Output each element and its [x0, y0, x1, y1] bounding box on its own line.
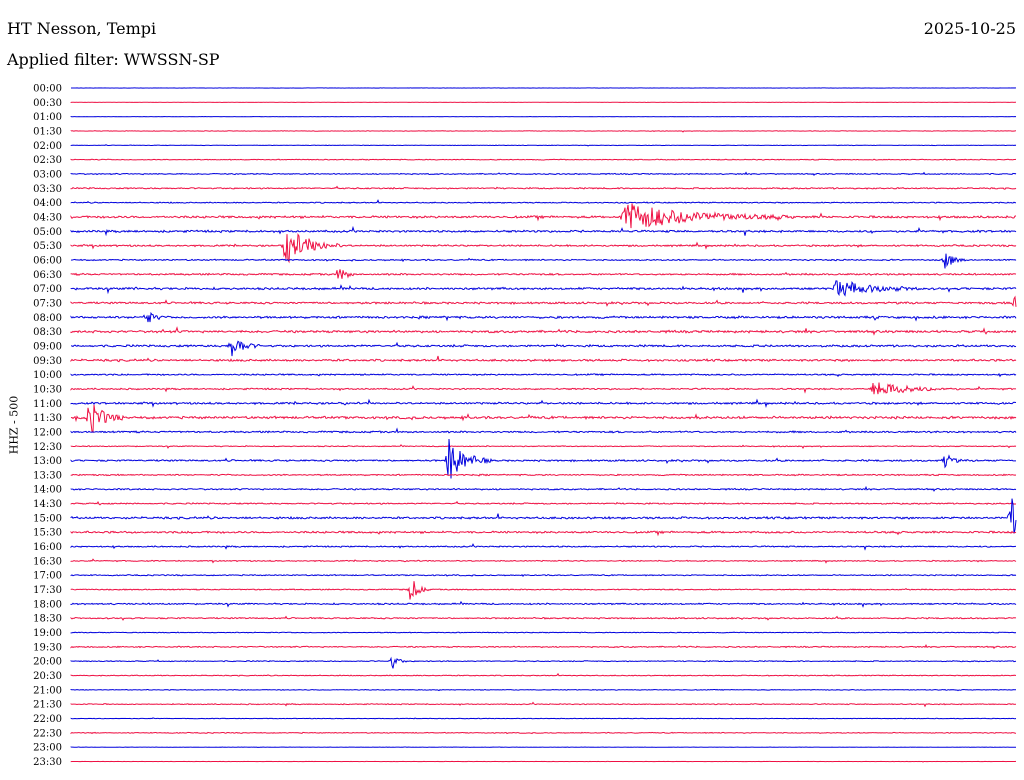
- trace-line-1130: [70, 404, 1017, 434]
- time-tick-label: 21:00: [33, 685, 62, 696]
- station-title: HT Nesson, Tempi: [7, 19, 157, 38]
- trace-line-1430: [70, 500, 1017, 506]
- trace-line-0500: [70, 225, 1017, 237]
- trace-line-0300: [70, 171, 1017, 177]
- trace-line-2330: [70, 760, 1017, 763]
- trace-line-0700: [70, 280, 1017, 297]
- trace-line-2000: [70, 656, 1017, 669]
- time-tick-label: 14:30: [33, 499, 62, 510]
- trace-line-0430: [70, 203, 1017, 229]
- trace-line-1930: [70, 644, 1017, 650]
- trace-line-0230: [70, 158, 1017, 161]
- filter-label: Applied filter: WWSSN-SP: [7, 50, 220, 69]
- time-tick-label: 13:30: [33, 470, 62, 481]
- trace-line-1400: [70, 485, 1017, 492]
- time-tick-label: 06:00: [33, 255, 62, 266]
- time-tick-label: 00:00: [33, 84, 62, 95]
- time-tick-label: 18:00: [33, 599, 62, 610]
- trace-line-1530: [70, 530, 1017, 537]
- time-tick-label: 17:00: [33, 571, 62, 582]
- time-tick-label: 07:30: [33, 298, 62, 309]
- time-tick-label: 11:00: [33, 399, 62, 410]
- time-tick-label: 18:30: [33, 614, 62, 625]
- trace-line-1030: [70, 382, 1017, 395]
- time-tick-label: 10:00: [33, 370, 62, 381]
- trace-line-0630: [70, 269, 1017, 279]
- trace-line-1730: [70, 581, 1017, 600]
- time-tick-label: 12:30: [33, 442, 62, 453]
- trace-line-0730: [70, 295, 1017, 307]
- time-tick-label: 19:00: [33, 628, 62, 639]
- time-tick-label: 15:30: [33, 528, 62, 539]
- time-tick-label: 12:00: [33, 427, 62, 438]
- trace-line-0530: [70, 232, 1017, 264]
- time-tick-label: 13:00: [33, 456, 62, 467]
- trace-line-2230: [70, 731, 1017, 735]
- time-tick-label: 06:30: [33, 270, 62, 281]
- trace-line-0900: [71, 340, 1017, 357]
- trace-line-0600: [70, 253, 1017, 269]
- trace-line-1900: [70, 631, 1017, 634]
- time-tick-label: 07:00: [33, 284, 62, 295]
- time-tick-label: 08:30: [33, 327, 62, 338]
- time-tick-label: 22:30: [33, 728, 62, 739]
- time-tick-label: 05:30: [33, 241, 62, 252]
- time-tick-label: 16:30: [33, 556, 62, 567]
- trace-line-0330: [70, 185, 1017, 190]
- time-tick-label: 14:00: [33, 485, 62, 496]
- trace-line-0200: [70, 144, 1017, 147]
- trace-line-1830: [70, 615, 1017, 621]
- trace-line-1630: [70, 558, 1017, 564]
- trace-line-1200: [70, 427, 1017, 434]
- time-tick-label: 20:00: [33, 657, 62, 668]
- trace-line-2130: [70, 701, 1017, 708]
- trace-line-1000: [70, 372, 1017, 378]
- time-tick-label: 02:30: [33, 155, 62, 166]
- trace-line-0400: [70, 199, 1017, 204]
- time-tick-label: 15:00: [33, 513, 62, 524]
- trace-line-1700: [70, 573, 1017, 578]
- trace-line-1500: [70, 498, 1017, 534]
- time-tick-label: 20:30: [33, 671, 62, 682]
- time-tick-label: 03:30: [33, 184, 62, 195]
- time-tick-label: 04:00: [33, 198, 62, 209]
- trace-line-2030: [70, 672, 1016, 677]
- time-tick-label: 10:30: [33, 384, 62, 395]
- trace-line-0800: [70, 311, 1017, 323]
- time-tick-label: 09:00: [33, 341, 62, 352]
- time-tick-label: 23:00: [33, 743, 62, 754]
- time-tick-label: 02:00: [33, 141, 62, 152]
- time-tick-label: 19:30: [33, 642, 62, 653]
- time-tick-label: 05:00: [33, 227, 62, 238]
- trace-line-1100: [70, 398, 1017, 408]
- time-tick-label: 03:00: [33, 169, 62, 180]
- trace-line-0130: [70, 130, 1017, 133]
- time-tick-label: 00:30: [33, 98, 62, 109]
- trace-line-0930: [70, 355, 1017, 363]
- time-tick-label: 01:30: [33, 126, 62, 137]
- trace-line-2200: [70, 717, 1017, 720]
- trace-line-1800: [70, 600, 1017, 608]
- trace-line-1300: [70, 438, 1016, 479]
- trace-line-1230: [70, 444, 1017, 450]
- time-tick-label: 08:00: [33, 313, 62, 324]
- time-tick-label: 04:30: [33, 212, 62, 223]
- time-tick-label: 23:30: [33, 757, 62, 768]
- time-tick-label: 22:00: [33, 714, 62, 725]
- record-date: 2025-10-25: [923, 19, 1016, 38]
- trace-line-1330: [70, 473, 1017, 477]
- trace-line-1600: [70, 543, 1016, 551]
- trace-line-0830: [70, 326, 1017, 336]
- time-tick-label: 16:00: [33, 542, 62, 553]
- time-tick-label: 17:30: [33, 585, 62, 596]
- time-tick-label: 11:30: [33, 413, 62, 424]
- trace-line-2100: [70, 688, 1016, 692]
- time-tick-label: 09:30: [33, 356, 62, 367]
- time-tick-label: 21:30: [33, 700, 62, 711]
- time-tick-label: 01:00: [33, 112, 62, 123]
